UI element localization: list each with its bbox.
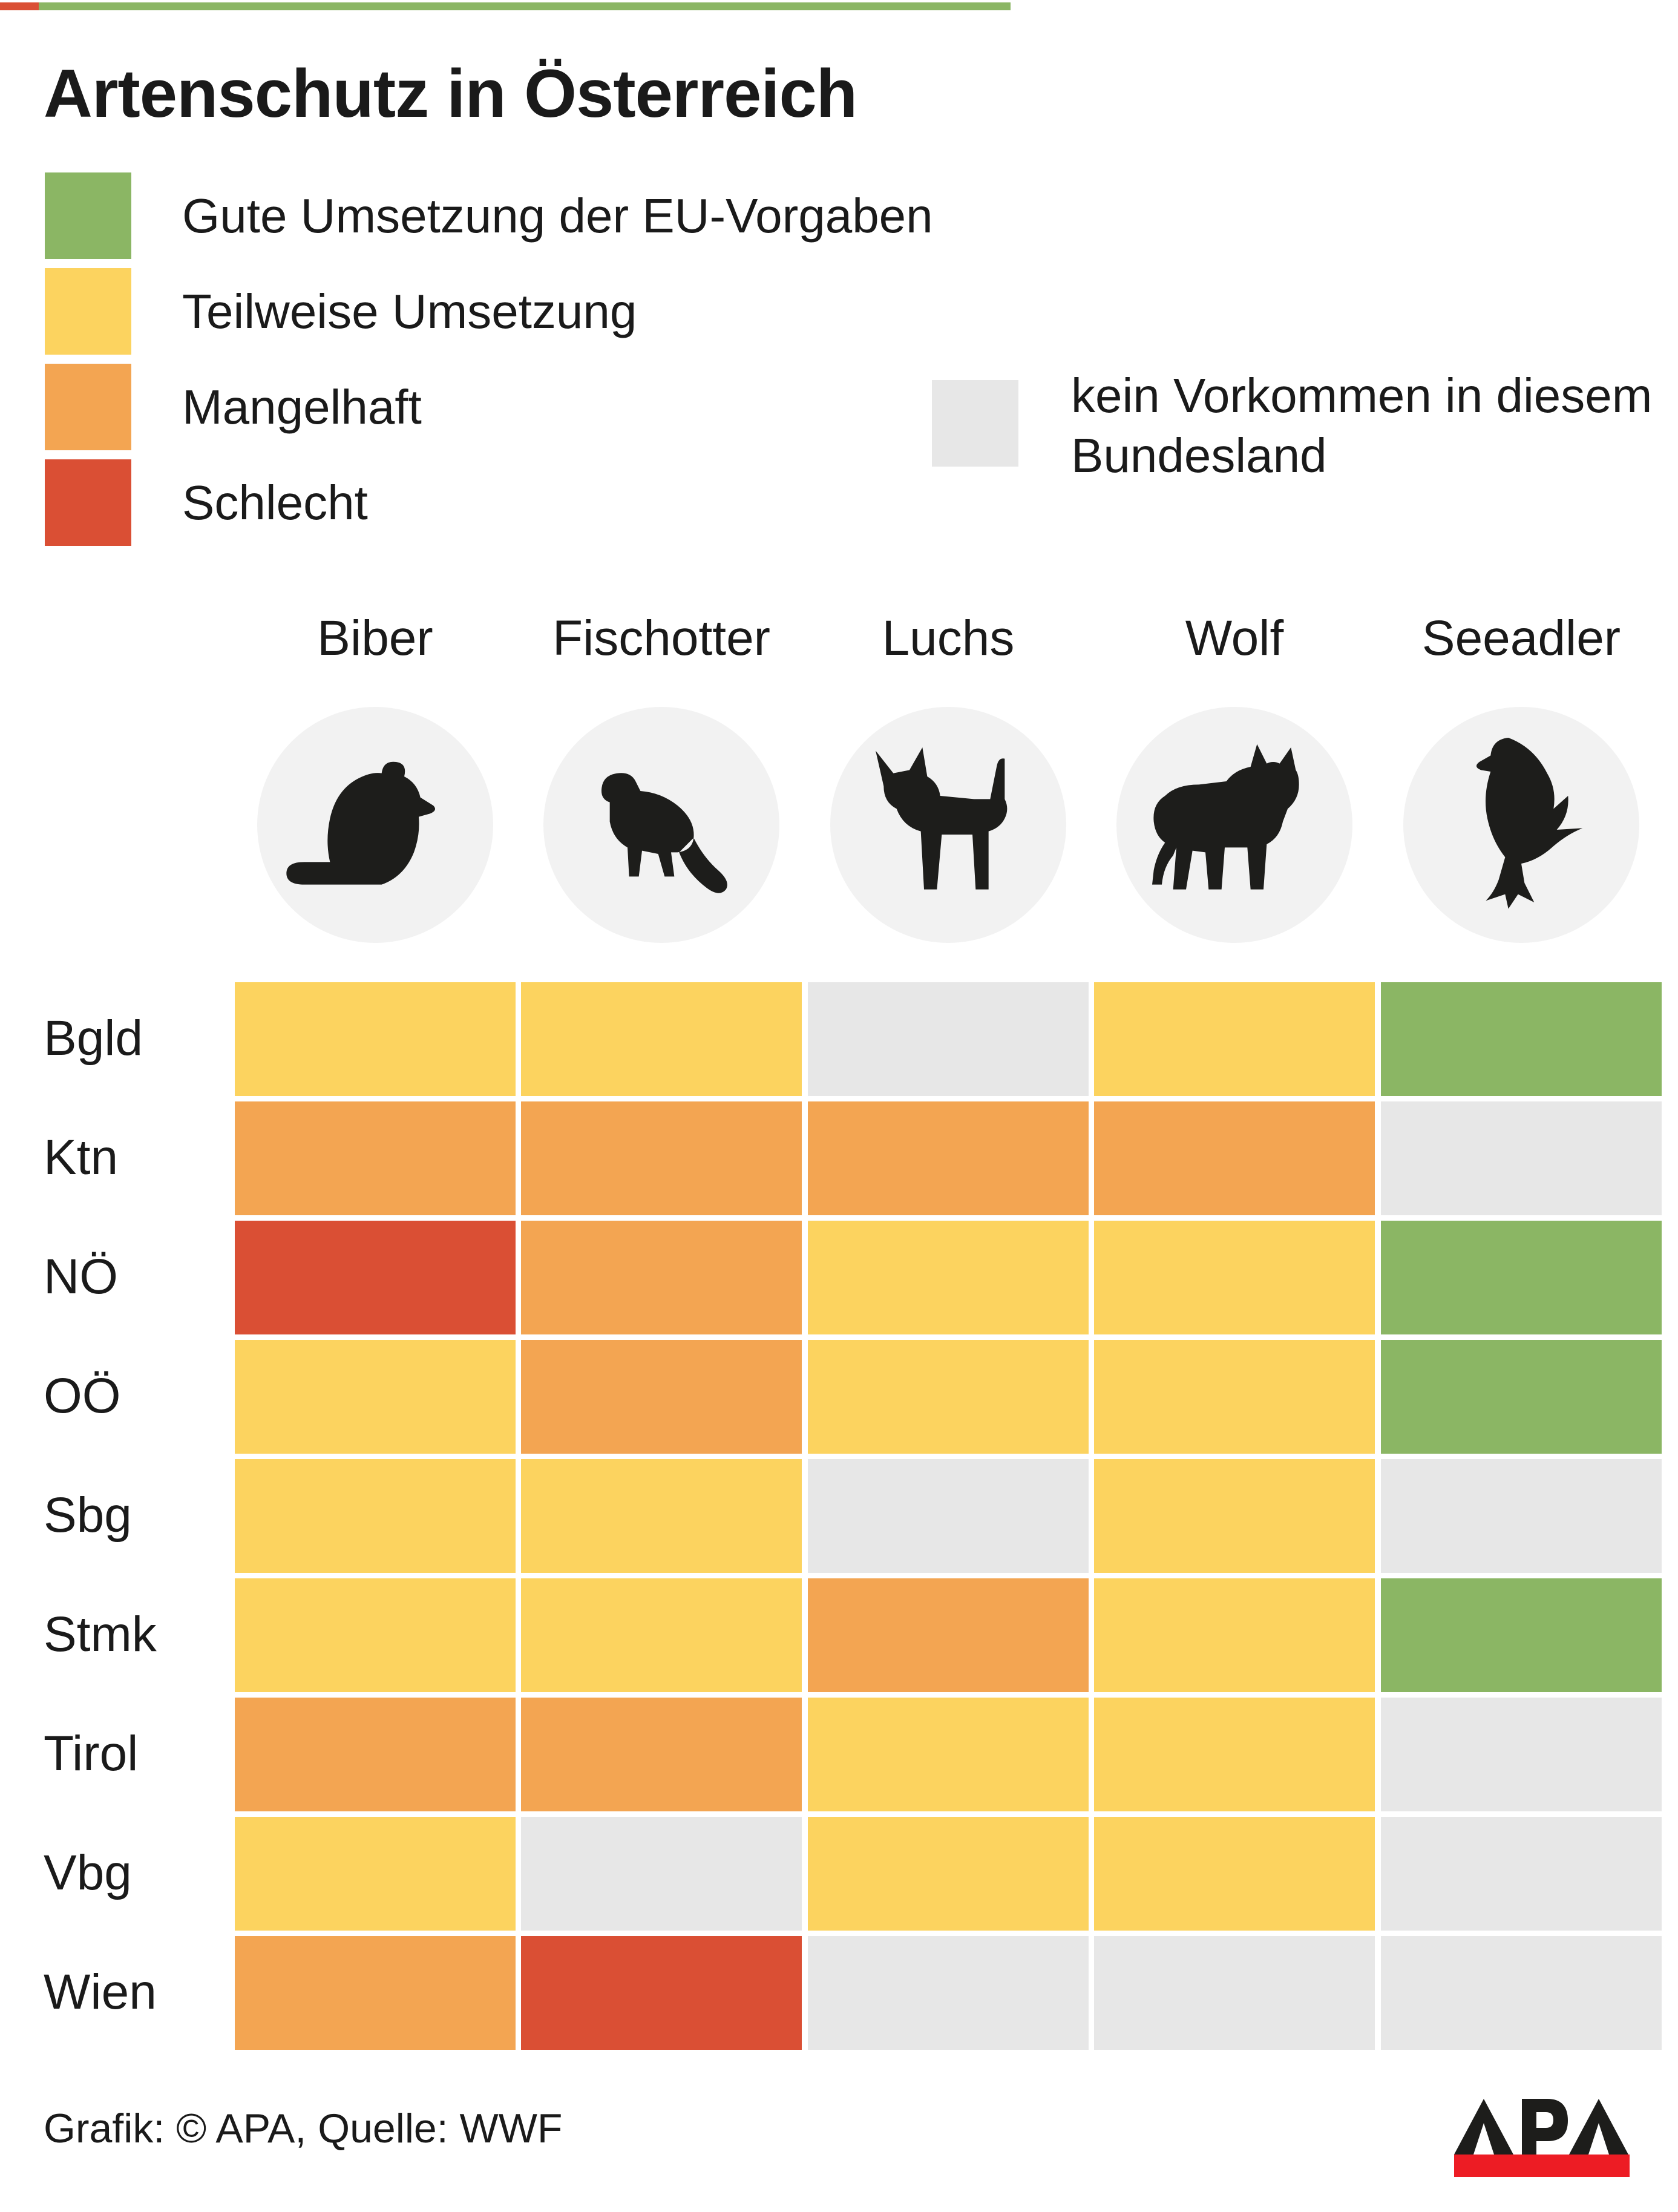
column-header-luchs: Luchs: [882, 611, 1015, 666]
column-header-biber: Biber: [317, 611, 433, 666]
matrix-cell: [521, 1459, 802, 1573]
matrix-cell: [235, 1459, 516, 1573]
wolf-icon: [1152, 744, 1299, 890]
icon-circle-biber: [257, 707, 493, 943]
legend-swatch-partial: [45, 268, 131, 355]
matrix-cell: [1094, 982, 1375, 1096]
matrix-cell: [235, 982, 516, 1096]
legend-label-deficient: Mangelhaft: [182, 379, 422, 434]
matrix-cell: [235, 1221, 516, 1334]
matrix-cell: [235, 1936, 516, 2050]
matrix-cell: [1381, 1340, 1662, 1454]
icon-circle-fischotter: [543, 707, 779, 943]
matrix-cell: [1381, 1817, 1662, 1931]
no-occurrence-swatch: [932, 380, 1018, 467]
row-label-wien: Wien: [44, 1964, 157, 2020]
matrix-cell: [235, 1340, 516, 1454]
matrix-cell: [808, 1221, 1089, 1334]
legend-swatch-good: [45, 172, 131, 259]
matrix-cell: [1094, 1817, 1375, 1931]
otter-icon: [601, 773, 727, 893]
matrix-cell: [808, 1101, 1089, 1215]
matrix-cell: [1094, 1101, 1375, 1215]
legend-item-partial: Teilweise Umsetzung: [45, 268, 933, 355]
icon-circle-seeadler: [1403, 707, 1639, 943]
top-border-red-segment: [0, 2, 39, 10]
legend-swatch-bad: [45, 459, 131, 546]
legend-label-good: Gute Umsetzung der EU-Vorgaben: [182, 188, 933, 243]
column-header-wolf: Wolf: [1185, 611, 1284, 666]
top-border-green-segment: [39, 2, 1011, 10]
lynx-icon: [876, 747, 1008, 890]
matrix-cell: [521, 1817, 802, 1931]
column-header-seeadler: Seeadler: [1421, 611, 1621, 666]
page-title: Artenschutz in Österreich: [44, 56, 857, 131]
row-label-ktn: Ktn: [44, 1130, 119, 1185]
matrix-cell: [808, 982, 1089, 1096]
matrix-cell: [1381, 1698, 1662, 1811]
matrix-cell: [235, 1101, 516, 1215]
icon-circle-wolf: [1116, 707, 1352, 943]
legend-swatch-deficient: [45, 364, 131, 450]
matrix-cell: [1381, 1578, 1662, 1692]
matrix-cell: [1381, 1459, 1662, 1573]
row-label-vbg: Vbg: [44, 1845, 132, 1900]
matrix-cell: [1094, 1221, 1375, 1334]
matrix-cell: [808, 1578, 1089, 1692]
matrix-cell: [1094, 1698, 1375, 1811]
eagle-icon: [1476, 738, 1583, 909]
matrix-cell: [1381, 1936, 1662, 2050]
matrix-cell: [1381, 982, 1662, 1096]
apa-logo-red-bar: [1454, 2155, 1630, 2177]
matrix-cell: [1094, 1936, 1375, 2050]
apa-logo: [1454, 2099, 1630, 2177]
matrix-cell: [235, 1817, 516, 1931]
row-label-nö: NÖ: [44, 1249, 118, 1304]
matrix-cell: [521, 1698, 802, 1811]
no-occurrence-label: kein Vorkommen in diesem Bundesland: [1071, 369, 1653, 482]
matrix-cell: [521, 1340, 802, 1454]
matrix-cell: [1094, 1578, 1375, 1692]
legend: Gute Umsetzung der EU-Vorgaben Teilweise …: [45, 172, 933, 555]
matrix-cell: [521, 982, 802, 1096]
beaver-icon: [286, 761, 435, 885]
row-label-sbg: Sbg: [44, 1488, 132, 1543]
legend-label-partial: Teilweise Umsetzung: [182, 284, 637, 338]
matrix-cell: [808, 1698, 1089, 1811]
matrix-cell: [1381, 1101, 1662, 1215]
matrix-cell: [521, 1578, 802, 1692]
legend-item-bad: Schlecht: [45, 459, 933, 546]
row-label-oö: OÖ: [44, 1368, 121, 1423]
row-label-tirol: Tirol: [44, 1726, 139, 1781]
matrix-cell: [1381, 1221, 1662, 1334]
apa-logo-letter-a1: [1454, 2099, 1513, 2155]
matrix-cell: [235, 1578, 516, 1692]
legend-item-good: Gute Umsetzung der EU-Vorgaben: [45, 172, 933, 259]
row-label-bgld: Bgld: [44, 1011, 143, 1066]
apa-logo-letter-p: [1522, 2099, 1568, 2155]
matrix-cell: [521, 1101, 802, 1215]
matrix-cell: [808, 1459, 1089, 1573]
icon-circle-luchs: [830, 707, 1066, 943]
matrix-cell: [808, 1936, 1089, 2050]
matrix-cell: [1094, 1459, 1375, 1573]
matrix-cell: [521, 1936, 802, 2050]
source-credit: Grafik: © APA, Quelle: WWF: [44, 2105, 563, 2151]
matrix-cell: [808, 1817, 1089, 1931]
legend-item-deficient: Mangelhaft: [45, 364, 933, 450]
row-label-stmk: Stmk: [44, 1607, 157, 1662]
matrix-cell: [235, 1698, 516, 1811]
apa-logo-letter-a2: [1569, 2099, 1628, 2155]
matrix-cell: [521, 1221, 802, 1334]
matrix-cell: [1094, 1340, 1375, 1454]
matrix-cell: [808, 1340, 1089, 1454]
column-header-fischotter: Fischotter: [552, 611, 770, 666]
legend-label-bad: Schlecht: [182, 475, 368, 530]
